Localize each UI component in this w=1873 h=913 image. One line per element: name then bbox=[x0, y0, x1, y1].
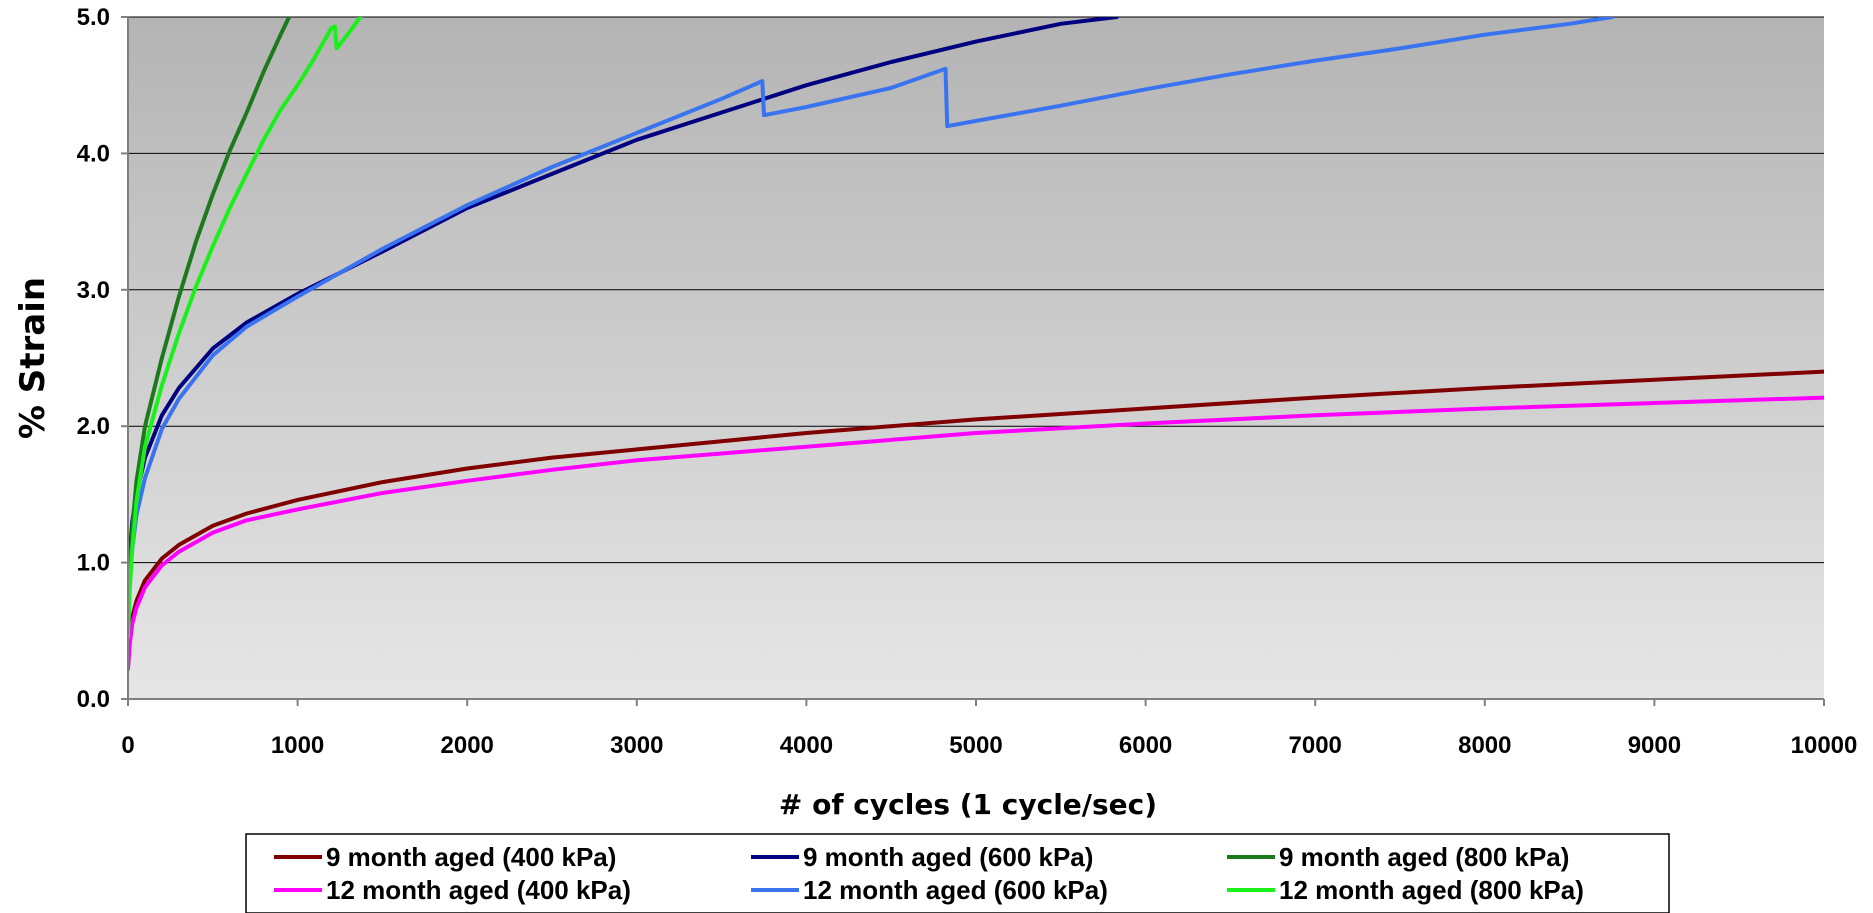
x-axis-title: # of cycles (1 cycle/sec) bbox=[779, 788, 1157, 821]
x-tick-label-10: 10000 bbox=[1791, 732, 1858, 759]
x-tick-label-3: 3000 bbox=[610, 732, 663, 759]
x-tick-label-6: 6000 bbox=[1119, 732, 1172, 759]
x-tick-label-9: 9000 bbox=[1628, 732, 1681, 759]
x-tick-label-8: 8000 bbox=[1458, 732, 1511, 759]
x-tick-label-1: 1000 bbox=[271, 732, 324, 759]
legend-label-1: 9 month aged (600 kPa) bbox=[803, 842, 1093, 872]
series-line-4 bbox=[128, 17, 1614, 620]
gridlines bbox=[128, 16, 1824, 564]
x-tick-label-5: 5000 bbox=[949, 732, 1002, 759]
legend-label-4: 12 month aged (600 kPa) bbox=[803, 875, 1108, 905]
x-tick-label-0: 0 bbox=[121, 732, 134, 759]
y-tick-label-5: 5.0 bbox=[77, 4, 110, 31]
series-lines bbox=[128, 17, 1824, 671]
x-tick-labels: 0 1000 2000 3000 4000 5000 6000 7000 8000 9000 100… bbox=[121, 699, 1857, 759]
legend-label-5: 12 month aged (800 kPa) bbox=[1279, 875, 1584, 905]
legend-label-2: 9 month aged (800 kPa) bbox=[1279, 842, 1569, 872]
y-axis-title: % Strain bbox=[13, 277, 53, 439]
legend-label-0: 9 month aged (400 kPa) bbox=[326, 842, 616, 872]
y-tick-label-0: 0.0 bbox=[77, 686, 110, 713]
x-tick-label-7: 7000 bbox=[1289, 732, 1342, 759]
legend-label-3: 12 month aged (400 kPa) bbox=[326, 875, 631, 905]
x-tick-label-2: 2000 bbox=[441, 732, 494, 759]
series-line-3 bbox=[128, 395, 1824, 671]
y-tick-labels: 0.0 1.0 2.0 3.0 4.0 5.0 bbox=[77, 4, 128, 713]
series-line-5 bbox=[128, 17, 363, 640]
legend: 9 month aged (400 kPa) 9 month aged (600 … bbox=[274, 842, 1584, 905]
y-tick-label-3: 3.0 bbox=[77, 277, 110, 304]
legend-box bbox=[245, 833, 1670, 913]
plot-area bbox=[128, 17, 1824, 699]
y-tick-label-2: 2.0 bbox=[77, 413, 110, 440]
y-tick-label-4: 4.0 bbox=[77, 140, 110, 167]
x-tick-label-4: 4000 bbox=[780, 732, 833, 759]
series-line-0 bbox=[128, 369, 1824, 667]
y-tick-label-1: 1.0 bbox=[77, 550, 110, 577]
